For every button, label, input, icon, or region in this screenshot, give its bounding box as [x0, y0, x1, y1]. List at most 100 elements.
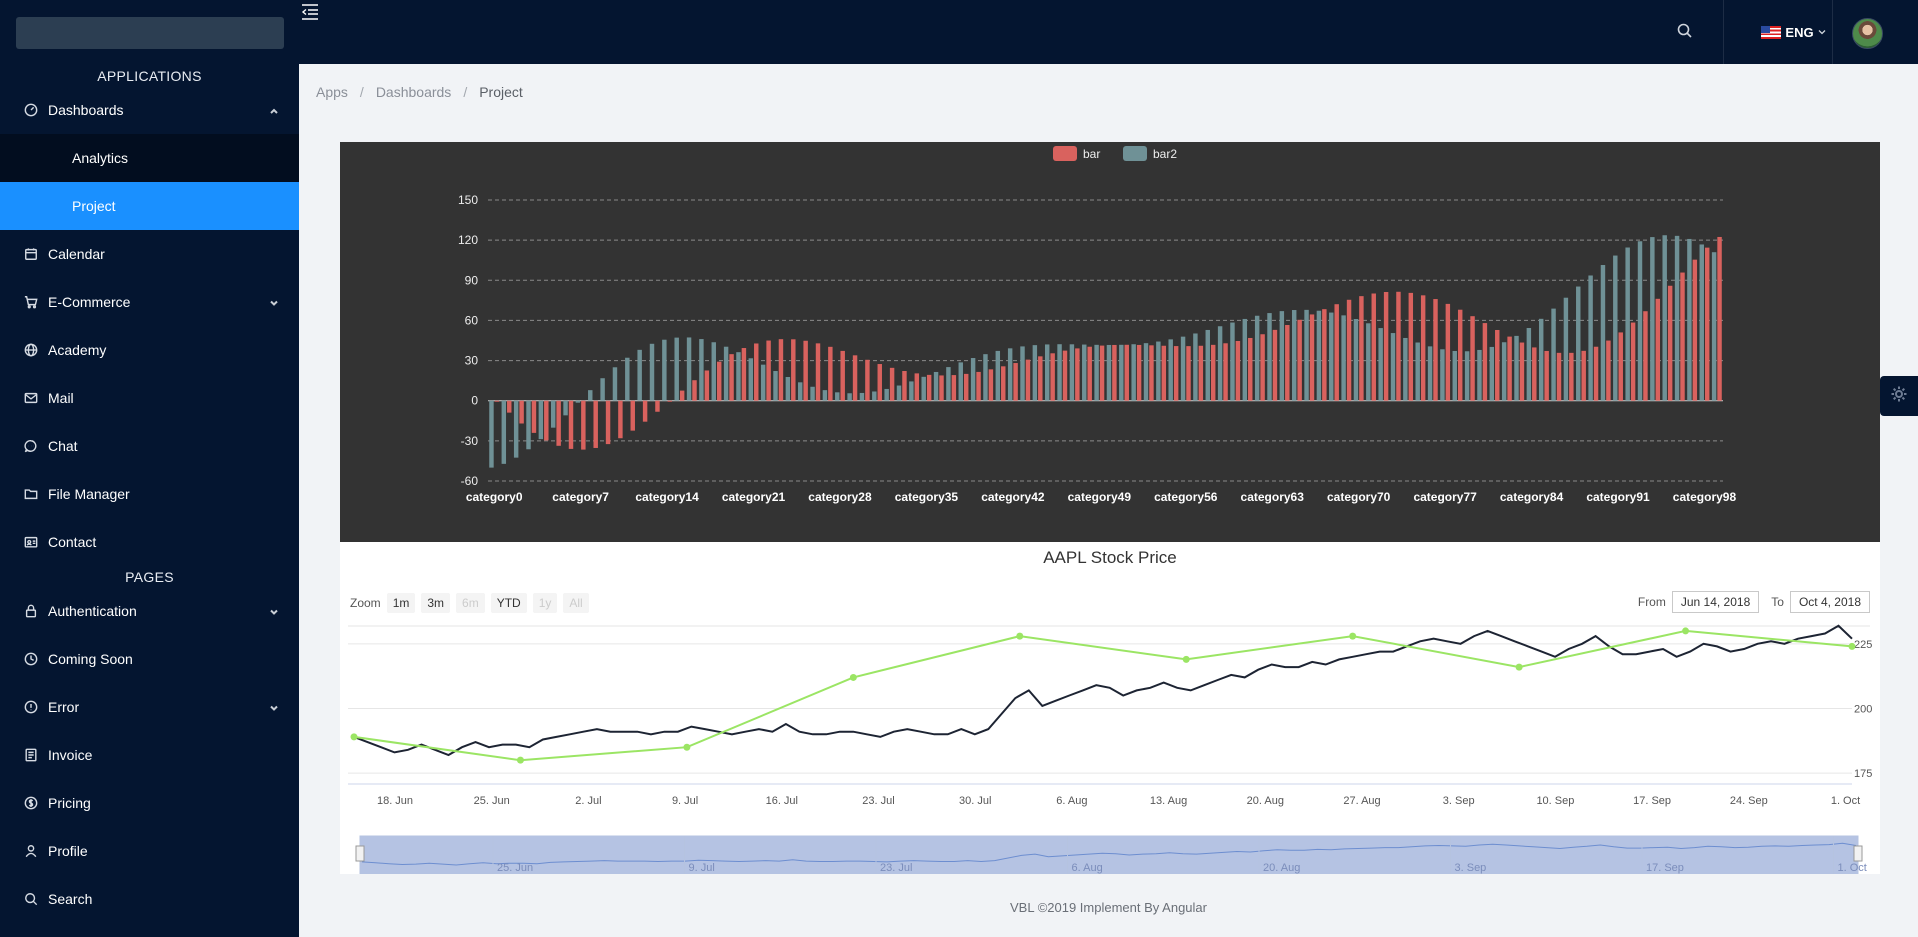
legend-swatch-bar: [1053, 146, 1077, 161]
bar-series-bar: [815, 343, 821, 401]
bar-series-bar2: [1440, 349, 1445, 401]
bar-series-bar: [655, 400, 660, 412]
bar-series-bar: [865, 359, 870, 401]
to-date-input[interactable]: Oct 4, 2018: [1789, 591, 1870, 613]
document-icon: [24, 748, 38, 762]
us-flag-icon: [1761, 25, 1782, 39]
sidebar-item-e-commerce[interactable]: E-Commerce: [0, 278, 299, 326]
sidebar-item-mail[interactable]: Mail: [0, 374, 299, 422]
dollar-circle-icon: [24, 796, 38, 810]
bar-series-bar2: [958, 362, 963, 401]
navigator-selection: [359, 835, 1859, 874]
x-tick-label: category21: [722, 490, 786, 504]
bar-series-bar2: [600, 378, 605, 401]
alert-circle-icon: [24, 700, 38, 714]
bar-series-bar: [976, 371, 981, 401]
bar-series-bar2: [1069, 344, 1075, 401]
sidebar-item-search[interactable]: Search: [0, 875, 299, 923]
breadcrumb-dashboards[interactable]: Dashboards: [375, 84, 452, 100]
bar-series-bar: [877, 364, 882, 401]
sidebar-item-authentication[interactable]: Authentication: [0, 587, 299, 635]
sidebar-item-pricing[interactable]: Pricing: [0, 779, 299, 827]
x-tick-label: category35: [895, 490, 959, 504]
sidebar-item-error[interactable]: Error: [0, 683, 299, 731]
bar-series-bar: [828, 346, 833, 401]
from-date-input[interactable]: Jun 14, 2018: [1671, 591, 1760, 613]
search-icon: [24, 892, 38, 906]
chevron-down-icon: [268, 701, 280, 713]
logo-placeholder[interactable]: [16, 17, 284, 49]
zoom-1y-button[interactable]: 1y: [532, 593, 558, 613]
bar-series-bar: [1013, 363, 1018, 401]
x-tick-label: 23. Jul: [862, 795, 894, 807]
sidebar-item-file-manager[interactable]: File Manager: [0, 470, 299, 518]
bar-series-bar2: [1489, 346, 1495, 401]
bar-series-bar2: [612, 367, 618, 401]
bar-series-bar2: [1143, 343, 1149, 401]
bar-series-bar: [1581, 350, 1586, 401]
bar-series-bar2: [1711, 252, 1717, 401]
zoom-ytd-button[interactable]: YTD: [490, 593, 527, 613]
bar-series-bar2: [1613, 255, 1618, 401]
avatar[interactable]: [1852, 18, 1883, 49]
sidebar-item-project[interactable]: Project: [0, 182, 299, 230]
sidebar-item-analytics[interactable]: Analytics: [0, 134, 299, 182]
sidebar-item-contact[interactable]: Contact: [0, 518, 299, 566]
bar-series-bar: [889, 367, 895, 401]
bar-series-bar2: [1477, 349, 1482, 401]
sidebar-item-coming-soon[interactable]: Coming Soon: [0, 635, 299, 683]
sidebar-item-label: Chat: [48, 438, 78, 454]
bar-series-bar: [1420, 295, 1426, 401]
sidebar-item-invoice[interactable]: Invoice: [0, 731, 299, 779]
sidebar-item-dashboards[interactable]: Dashboards: [0, 86, 299, 134]
zoom-1m-button[interactable]: 1m: [386, 593, 416, 613]
zoom-6m-button[interactable]: 6m: [456, 593, 485, 613]
x-tick-label: 13. Aug: [1150, 795, 1187, 807]
lock-icon: [24, 604, 38, 618]
x-tick-label: 16. Jul: [766, 795, 798, 807]
sidebar-item-calendar[interactable]: Calendar: [0, 230, 299, 278]
bar-series-bar: [1186, 346, 1191, 401]
bar-series-bar: [1173, 346, 1179, 401]
legend-label-bar: bar: [1083, 147, 1100, 161]
globe-icon: [24, 343, 38, 357]
breadcrumb-apps[interactable]: Apps: [316, 84, 348, 100]
bar-series-bar2: [995, 350, 1001, 401]
language-selector[interactable]: ENG: [1746, 0, 1842, 64]
bar-series-bar: [1309, 314, 1315, 401]
clock-icon: [24, 652, 38, 666]
bar-series-bar: [778, 339, 784, 401]
bar-series-bar2: [1106, 344, 1112, 401]
x-tick-label: category70: [1327, 490, 1391, 504]
bar-series-bar2: [773, 371, 778, 401]
bar-series-bar: [1099, 345, 1105, 401]
y-tick-label: 200: [1854, 703, 1872, 715]
bar-series-bar: [1025, 359, 1031, 401]
bar-series-bar2: [1230, 322, 1235, 401]
sidebar-item-academy[interactable]: Academy: [0, 326, 299, 374]
bar-series-bar2: [946, 367, 951, 401]
bar-series-bar: [729, 354, 734, 401]
sidebar-item-chat[interactable]: Chat: [0, 422, 299, 470]
legend-label-bar2: bar2: [1153, 147, 1177, 161]
bar-series-bar2: [1131, 344, 1136, 401]
sidebar-item-profile[interactable]: Profile: [0, 827, 299, 875]
cart-icon: [24, 295, 38, 309]
bar-series-bar2: [1501, 342, 1507, 401]
x-tick-label: 20. Aug: [1247, 795, 1284, 807]
sidebar-item-label: Dashboards: [48, 102, 124, 118]
bar-series-bar: [1519, 342, 1525, 401]
settings-drawer-toggle[interactable]: [1880, 376, 1918, 416]
bar-series-bar: [1630, 322, 1636, 401]
menu-collapse-icon[interactable]: [299, 2, 321, 22]
search-icon[interactable]: [1676, 22, 1694, 40]
zoom-3m-button[interactable]: 3m: [421, 593, 451, 613]
zoom-all-button[interactable]: All: [563, 593, 589, 613]
bar-series-bar2: [1279, 311, 1285, 401]
bar-series-bar: [1075, 348, 1080, 401]
navigator-tick-label: 23. Jul: [880, 862, 912, 874]
sidebar-item-label: Contact: [48, 534, 97, 550]
bar-series-bar2: [1526, 328, 1532, 401]
bar-series-bar2: [933, 371, 939, 401]
bar-series-bar: [519, 400, 524, 424]
